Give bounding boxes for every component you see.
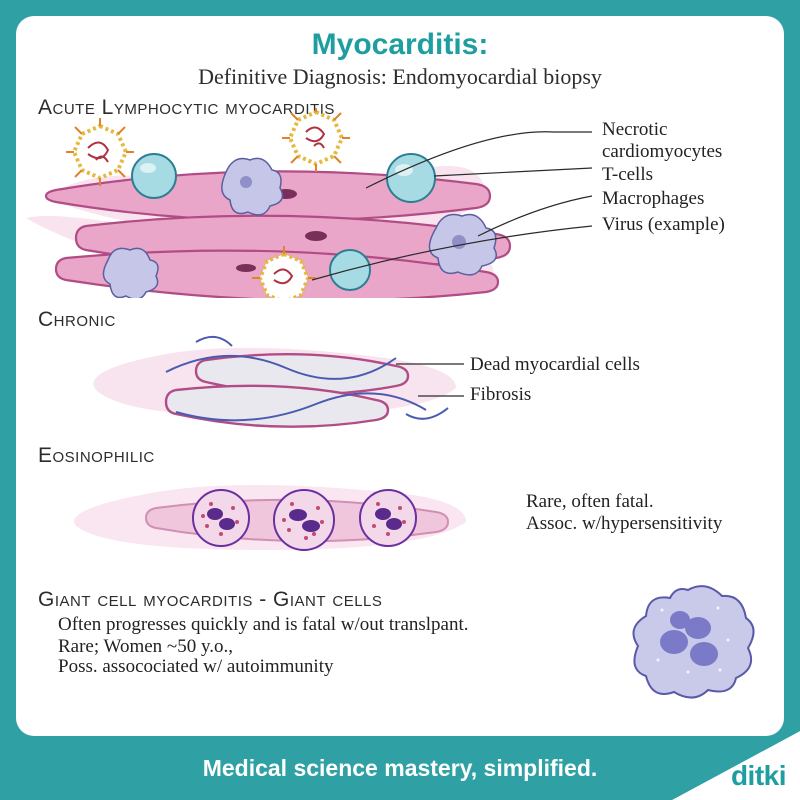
title: Myocarditis: — [16, 28, 784, 62]
label-tcells: T-cells — [602, 164, 653, 186]
label-fibrosis: Fibrosis — [470, 384, 531, 406]
chronic-diagram — [16, 324, 784, 444]
label-virus: Virus (example) — [602, 214, 725, 236]
giant-note1: Often progresses quickly and is fatal w/… — [58, 614, 469, 636]
content-card: Myocarditis: Definitive Diagnosis: Endom… — [16, 16, 784, 736]
giant-note2: Rare; Women ~50 y.o., — [58, 636, 233, 658]
giant-heading: Giant cell myocarditis - Giant cells — [38, 588, 382, 612]
giant-note3: Poss. assocociated w/ autoimmunity — [58, 656, 333, 678]
giant-cell-icon — [628, 580, 758, 700]
subtitle: Definitive Diagnosis: Endomyocardial bio… — [16, 64, 784, 90]
logo: ditki — [731, 760, 786, 792]
eos-note: Rare, often fatal. Assoc. w/hypersensiti… — [526, 491, 722, 535]
tagline: Medical science mastery, simplified. — [203, 755, 598, 782]
label-macrophages: Macrophages — [602, 188, 704, 210]
label-necrotic: Necrotic cardiomyocytes — [602, 119, 722, 163]
label-dead: Dead myocardial cells — [470, 354, 640, 376]
